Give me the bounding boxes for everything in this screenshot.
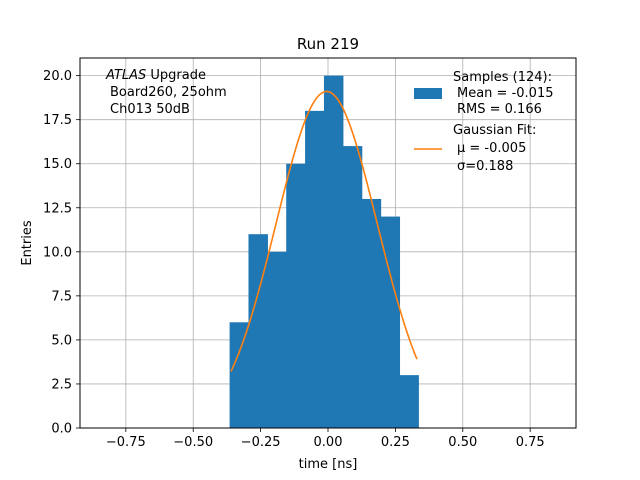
y-tick-label: 10.0	[43, 245, 72, 260]
x-axis-label: time [ns]	[299, 457, 358, 472]
histogram-bars	[229, 75, 419, 428]
histogram-bar	[380, 216, 401, 428]
histogram-bar	[361, 198, 382, 428]
histogram-bar	[342, 146, 363, 428]
histogram-bar	[229, 322, 250, 428]
y-tick-label: 17.5	[43, 113, 72, 128]
x-tick-label: −0.75	[106, 435, 146, 450]
x-axis-ticks: −0.75 −0.50 −0.25 0.00 0.25 0.50 0.75	[106, 428, 545, 450]
y-axis-label: Entries	[20, 220, 35, 266]
histogram-bar	[248, 234, 268, 428]
annotation-line-2: Board260, 25ohm	[110, 85, 227, 100]
y-tick-label: 2.5	[51, 377, 72, 392]
histogram-bar	[399, 375, 419, 428]
x-tick-label: −0.50	[173, 435, 213, 450]
x-tick-label: 0.25	[381, 435, 410, 450]
annotation-text: ATLAS Upgrade Board260, 25ohm Ch013 50dB	[105, 68, 227, 117]
legend-samples-patch	[414, 88, 442, 99]
x-tick-label: 0.00	[314, 435, 343, 450]
y-tick-label: 7.5	[51, 289, 72, 304]
y-tick-label: 15.0	[43, 157, 72, 172]
y-tick-label: 0.0	[51, 422, 72, 437]
y-axis-ticks: 0.0 2.5 5.0 7.5 10.0 12.5 15.0 17.5 20.0	[43, 69, 80, 437]
annotation-line-1: ATLAS Upgrade	[105, 68, 206, 83]
legend-fit-mu: μ = -0.005	[457, 141, 526, 156]
y-tick-label: 12.5	[43, 201, 72, 216]
annotation-line-3: Ch013 50dB	[110, 102, 190, 117]
x-tick-label: 0.75	[516, 435, 545, 450]
legend-fit-sigma: σ=0.188	[457, 159, 513, 174]
legend: Samples (124): Mean = -0.015 RMS = 0.166…	[414, 70, 553, 174]
legend-samples-title: Samples (124):	[453, 70, 552, 85]
histogram-bar	[323, 75, 344, 428]
gaussian-fit-curve	[230, 90, 418, 372]
annotation-upgrade: Upgrade	[146, 68, 206, 83]
histogram-bar	[286, 163, 306, 428]
y-tick-label: 20.0	[43, 69, 72, 84]
x-tick-label: −0.25	[241, 435, 281, 450]
annotation-atlas: ATLAS	[105, 68, 146, 83]
chart-title: Run 219	[297, 35, 359, 53]
histogram-bar	[305, 110, 325, 428]
x-tick-label: 0.50	[448, 435, 477, 450]
legend-samples-rms: RMS = 0.166	[457, 102, 542, 117]
legend-samples-mean: Mean = -0.015	[457, 86, 553, 101]
y-tick-label: 5.0	[51, 333, 72, 348]
legend-fit-title: Gaussian Fit:	[453, 123, 536, 138]
histogram-bar	[267, 251, 287, 428]
plot-area	[79, 57, 577, 429]
